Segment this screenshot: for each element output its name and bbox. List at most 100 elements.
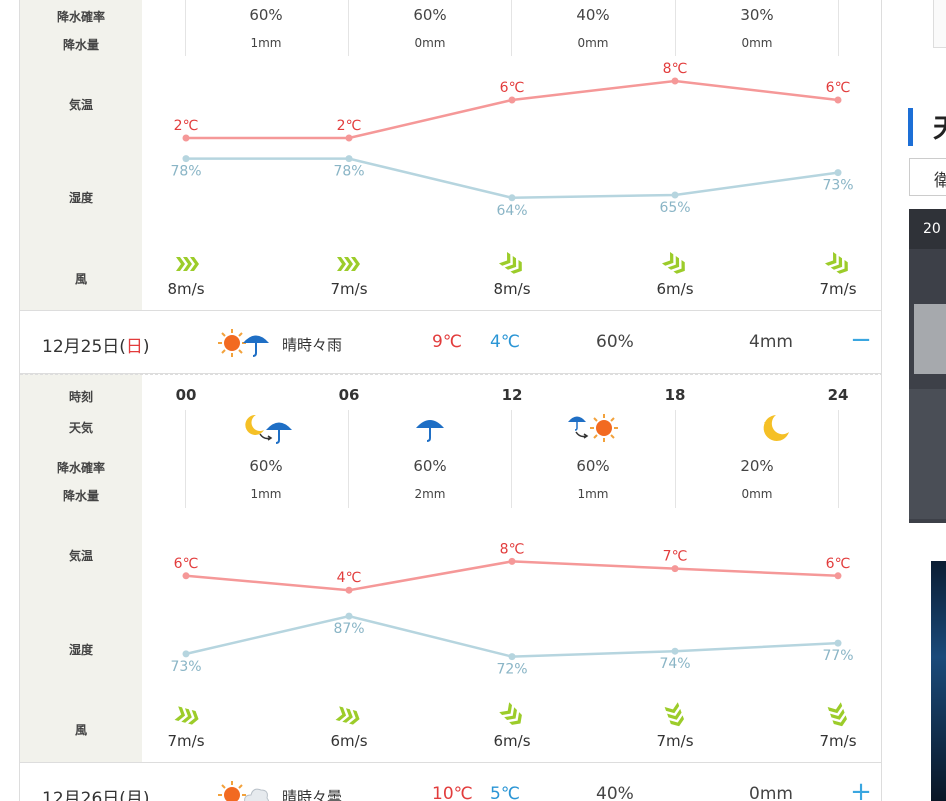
sidebar-peek: 天 衛 20 (895, 0, 946, 801)
humidity-point (182, 650, 190, 658)
temp-point (834, 96, 842, 104)
humidity-label: 74% (659, 656, 690, 672)
pop-value: 60% (249, 457, 283, 475)
wind-icon (175, 255, 199, 273)
satellite-tab[interactable]: 衛 (909, 158, 946, 196)
weather-description: 晴時々曇 (282, 788, 343, 801)
ad-banner-image[interactable] (931, 561, 946, 801)
row-label-temp: 気温 (68, 98, 93, 112)
pop-value: 60% (413, 6, 447, 24)
temp-point (834, 572, 842, 580)
humidity-point (508, 653, 516, 661)
humidity-point (834, 169, 842, 177)
humidity-label: 78% (333, 164, 364, 180)
wind-speed: 7m/s (330, 280, 368, 298)
heading-accent (908, 108, 913, 146)
temp-humidity-chart: 2℃ 78% 2℃ 78% 6℃ 64% 8℃ 65% 6℃ 73% (170, 61, 853, 219)
amount-value: 1mm (250, 36, 282, 50)
wind-speed: 7m/s (656, 732, 694, 750)
humidity-label: 65% (659, 200, 690, 216)
row-label-pop: 降水確率 (56, 10, 105, 24)
wind-speed: 6m/s (330, 732, 368, 750)
hour-label: 18 (664, 386, 686, 404)
row-label-humidity: 湿度 (68, 643, 93, 657)
humidity-line (185, 614, 839, 658)
label-column (20, 374, 142, 762)
humidity-label: 87% (333, 621, 364, 637)
row-label-amount: 降水量 (62, 489, 99, 503)
row-label-weather: 天気 (68, 421, 93, 435)
wind-speed: 7m/s (167, 732, 205, 750)
moon-then-rain-icon (242, 412, 294, 446)
day-amount: 0mm (749, 784, 793, 801)
temp-point (345, 134, 353, 142)
wind-icon (663, 702, 687, 727)
temp-label: 6℃ (500, 80, 525, 96)
row-label-time: 時刻 (68, 390, 93, 404)
row-label-pop: 降水確率 (56, 461, 105, 475)
forecast-table: 降水確率 降水量 気温 湿度 風 60% 60% 40% 30% 1mm 0mm… (19, 0, 882, 801)
temp-point (508, 96, 516, 104)
label-column (20, 0, 142, 311)
pop-value: 30% (740, 6, 774, 24)
wind-icon (498, 251, 524, 275)
amount-value: 1mm (577, 487, 609, 501)
low-temp: 5℃ (490, 784, 520, 801)
humidity-point (671, 191, 679, 199)
wind-speed: 8m/s (167, 280, 205, 298)
humidity-point (834, 639, 842, 647)
humidity-line (186, 157, 839, 200)
wind-icon (661, 251, 687, 275)
wind-icon (336, 255, 360, 273)
temp-label: 6℃ (826, 80, 851, 96)
humidity-point (345, 612, 353, 620)
temp-line (185, 560, 839, 592)
low-temp: 4℃ (490, 332, 520, 352)
temp-label: 8℃ (500, 541, 525, 557)
wind-icon (824, 251, 850, 275)
humidity-point (345, 155, 353, 163)
high-temp: 10℃ (432, 784, 473, 801)
wind-speed: 8m/s (493, 280, 531, 298)
humidity-label: 77% (822, 648, 853, 664)
day-pop: 40% (596, 784, 634, 801)
sidebar-thumbnail[interactable] (933, 0, 946, 48)
day-date: 12月26日(月) (42, 789, 150, 801)
row-label-humidity: 湿度 (68, 191, 93, 205)
satellite-map-image[interactable]: 20 (909, 209, 946, 523)
row-label-temp: 気温 (68, 549, 93, 563)
amount-value: 0mm (577, 36, 609, 50)
humidity-label: 73% (822, 178, 853, 194)
rain-then-sunny-icon (566, 410, 620, 446)
temp-label: 4℃ (337, 570, 362, 586)
temp-label: 6℃ (826, 556, 851, 572)
day-pop: 60% (596, 332, 634, 352)
wind-speed: 6m/s (656, 280, 694, 298)
hour-label: 12 (501, 386, 523, 404)
temp-point (182, 572, 190, 580)
temp-label: 7℃ (663, 549, 688, 565)
wind-speed: 7m/s (819, 732, 857, 750)
row-label-amount: 降水量 (62, 38, 99, 52)
humidity-label: 73% (170, 659, 201, 675)
dec25-lines: 6℃ 73% 4℃ 87% 8℃ 72% 7℃ 74% 6℃ 77% (170, 541, 853, 677)
amount-value: 0mm (414, 36, 446, 50)
temp-label: 2℃ (337, 118, 362, 134)
weather-description: 晴時々雨 (282, 336, 343, 354)
day-summary-row[interactable]: 12月26日(月) 晴時々曇 10℃ 5℃ 40% 0mm + (20, 762, 881, 801)
pop-value: 60% (576, 457, 610, 475)
day-summary-row[interactable]: 12月25日(日) 晴時々雨 9℃ 4℃ 60% 4mm − (20, 310, 881, 374)
sidebar-heading: 天 (933, 108, 946, 145)
wind-icon (826, 702, 850, 727)
temp-point (671, 565, 679, 573)
wind-speed: 6m/s (493, 732, 531, 750)
humidity-point (182, 155, 190, 163)
humidity-point (508, 194, 516, 202)
row-label-wind: 風 (74, 723, 87, 737)
day-date: 12月25日(日) (42, 337, 150, 357)
expand-button[interactable]: + (850, 777, 872, 801)
pop-value: 60% (249, 6, 283, 24)
wind-icon (174, 705, 199, 727)
collapse-button[interactable]: − (850, 325, 872, 355)
wind-icon (335, 705, 360, 727)
